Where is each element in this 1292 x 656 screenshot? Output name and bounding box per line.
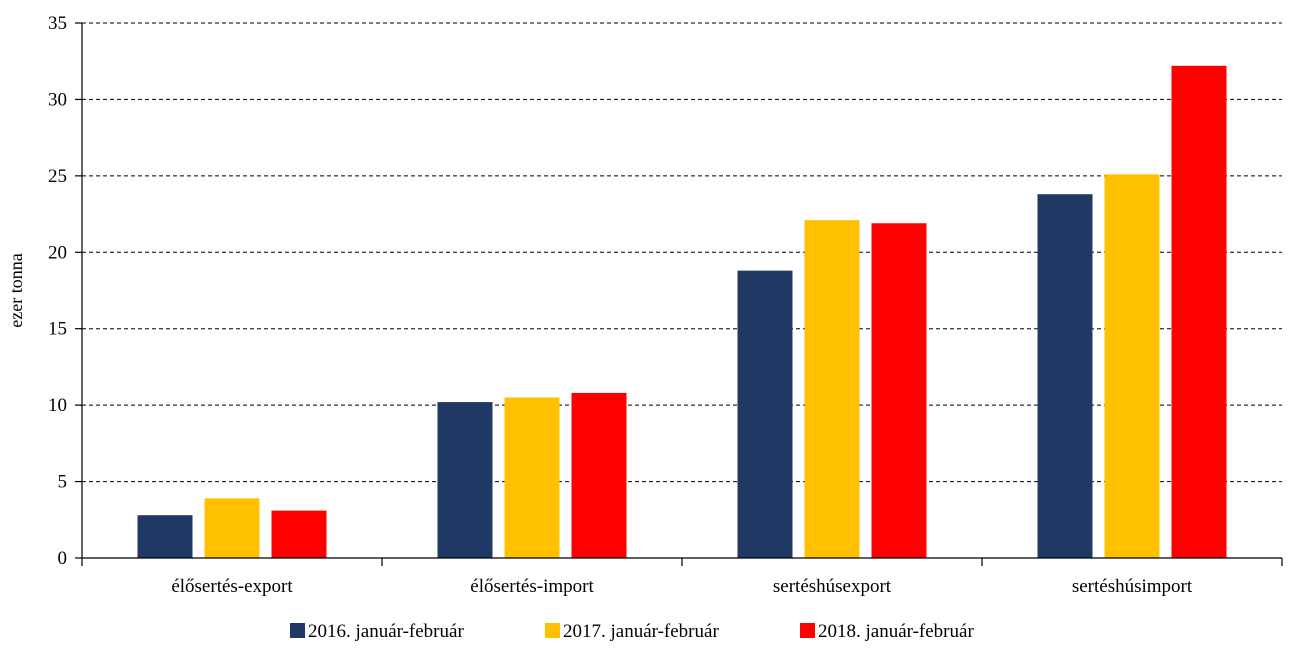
bar-1-4 (1037, 194, 1093, 558)
legend-label: 2017. január-február (563, 621, 719, 642)
y-tick-label: 35 (48, 13, 67, 34)
bars (137, 65, 1227, 559)
x-category-label: élősertés-export (171, 576, 293, 597)
bar-2-2 (504, 397, 560, 558)
legend-swatch (545, 623, 560, 638)
bar-3-2 (571, 392, 627, 558)
y-tick-label: 25 (48, 166, 67, 187)
bar-1-1 (137, 515, 193, 558)
y-tick-label: 20 (48, 242, 67, 263)
bar-3-1 (271, 510, 327, 558)
y-tick-label: 0 (58, 548, 68, 569)
bar-3-3 (871, 223, 927, 558)
bar-1-2 (437, 402, 493, 558)
bar-2-4 (1104, 174, 1160, 559)
bar-3-4 (1171, 65, 1227, 559)
bar-1-3 (737, 270, 793, 558)
legend-label: 2018. január-február (818, 621, 974, 642)
legend-swatch (290, 623, 305, 638)
legend-swatch (800, 623, 815, 638)
y-tick-label: 30 (48, 89, 67, 110)
legend: 2016. január-február 2017. január-február… (290, 621, 974, 642)
gridlines (82, 22, 1282, 483)
y-tick-label: 15 (48, 319, 67, 340)
axes: 0 5 10 15 20 25 30 35 élősertés-export élősertés-… (48, 13, 1283, 597)
bar-2-3 (804, 220, 860, 558)
y-tick-label: 5 (58, 472, 68, 493)
x-category-label: élősertés-import (470, 576, 594, 597)
y-tick-label: 10 (48, 395, 67, 416)
bar-2-1 (204, 498, 260, 558)
legend-label: 2016. január-február (308, 621, 464, 642)
x-category-label: sertéshúsimport (1072, 576, 1193, 597)
y-axis-title: ezer tonna (6, 253, 26, 327)
x-category-label: sertéshúsexport (773, 576, 892, 597)
